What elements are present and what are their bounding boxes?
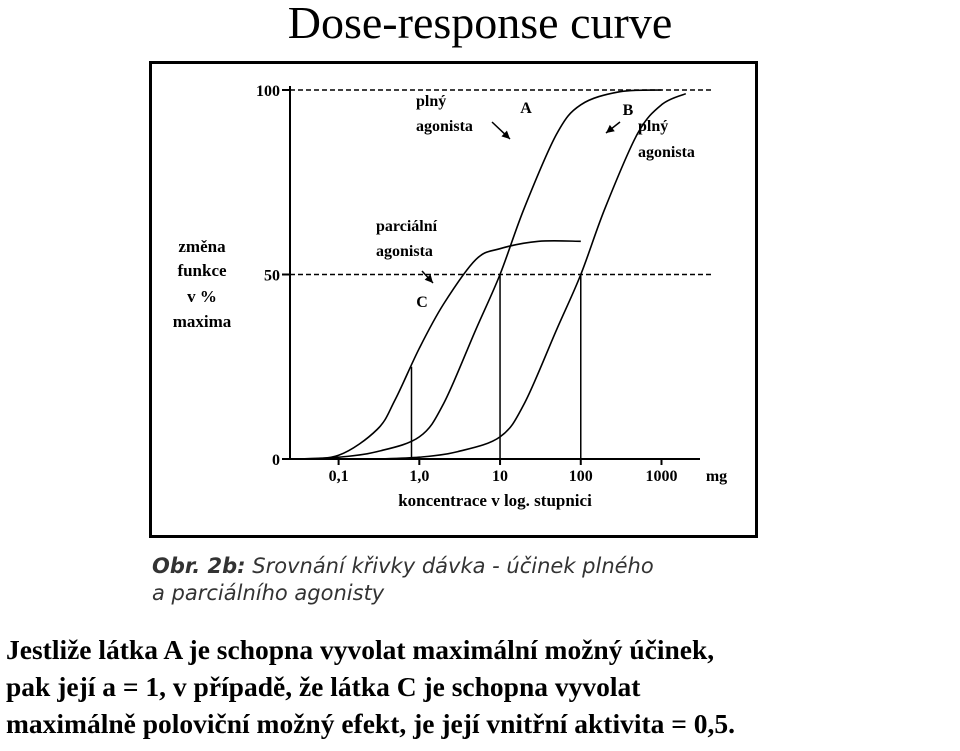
- curve-a: [296, 89, 662, 460]
- x-tick-label: 1,0: [409, 468, 429, 485]
- body-line-3: maximálně poloviční možný efekt, je její…: [6, 708, 736, 739]
- body-paragraph: Jestliže látka A je schopna vyvolat maxi…: [6, 631, 958, 742]
- caption-line-1: Obr. 2b: Srovnání křivky dávka - účinek …: [152, 553, 772, 580]
- series-label-b: B: [623, 102, 634, 119]
- y-tick-label: 100: [256, 83, 280, 100]
- curve-b: [377, 92, 687, 460]
- annotation-b-line-2: agonista: [638, 144, 695, 161]
- arrow-head-c: [424, 274, 433, 283]
- caption-line-2: a parciálního agonisty: [152, 581, 385, 605]
- figure-caption: Obr. 2b: Srovnání křivky dávka - účinek …: [152, 553, 772, 607]
- curve-c: [296, 239, 581, 460]
- x-axis-label: koncentrace v log. stupnici: [398, 491, 592, 510]
- series-label-a: A: [520, 100, 532, 117]
- x-tick-label: 0,1: [329, 468, 349, 485]
- body-line-1: Jestliže látka A je schopna vyvolat maxi…: [6, 634, 715, 665]
- arrow-head-b: [606, 124, 615, 133]
- annotation-a-line-2: agonista: [416, 118, 473, 135]
- x-tick-label: 100: [569, 468, 593, 485]
- annotation-a-line-1: plný: [416, 93, 446, 110]
- caption-text-1: Srovnání křivky dávka - účinek plného: [252, 554, 654, 578]
- annotation-c-line-2: agonista: [376, 243, 433, 260]
- annotation-c-line-1: parciální: [376, 218, 438, 235]
- y-tick-label: 50: [264, 268, 280, 285]
- x-tick-label: 10: [492, 468, 508, 485]
- y-tick-label: 0: [272, 452, 280, 469]
- page-title: Dose-response curve: [287, 0, 673, 48]
- annotation-b-line-1: plný: [638, 118, 668, 135]
- x-unit-label: mg: [706, 468, 727, 485]
- y-axis-label: změna funkce v % maxima: [173, 237, 232, 331]
- body-line-2: pak její a = 1, v případě, že látka C je…: [6, 671, 641, 702]
- series-label-c: C: [416, 294, 428, 311]
- x-tick-label: 1000: [645, 468, 677, 485]
- caption-prefix: Obr. 2b:: [152, 554, 246, 578]
- arrow-head-a: [501, 130, 510, 139]
